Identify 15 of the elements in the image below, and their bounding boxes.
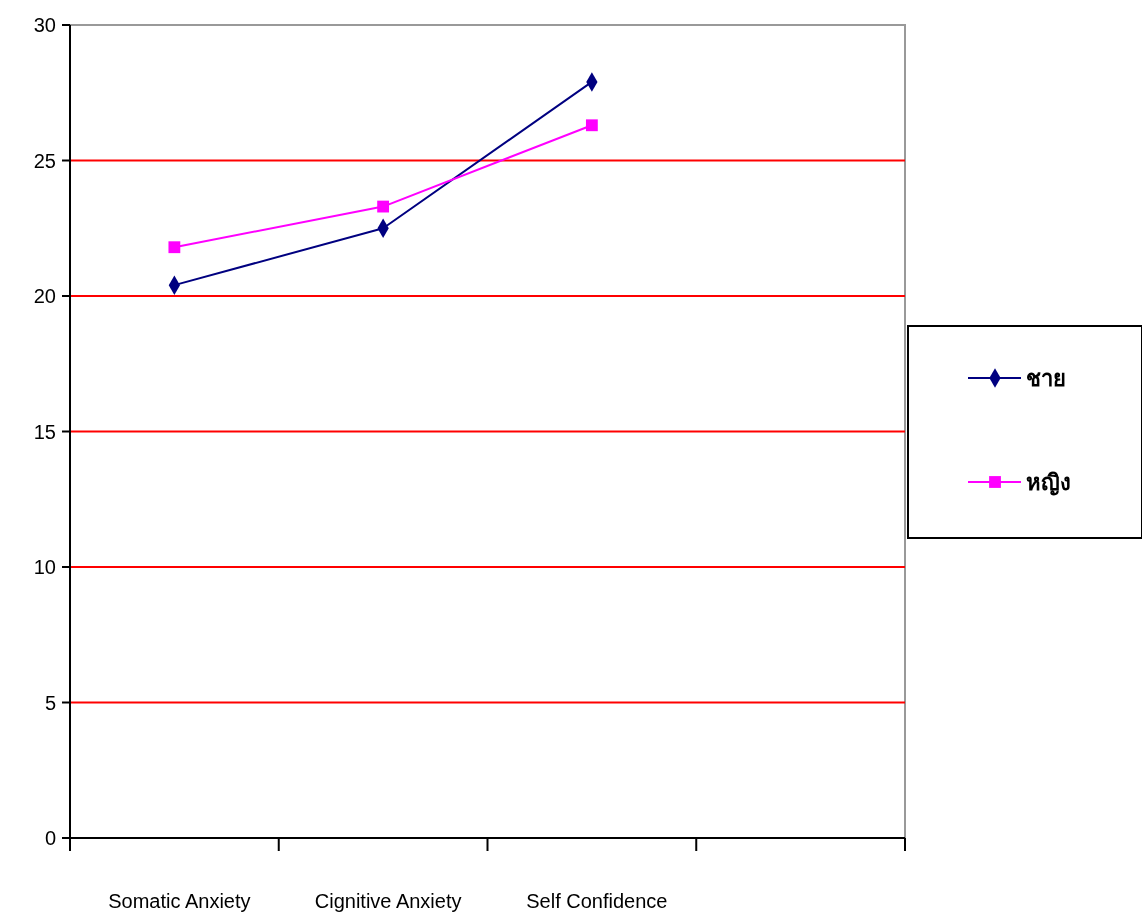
- x-tick-label: Somatic Anxiety: [108, 890, 251, 912]
- x-tick-label: Cignitive Anxiety: [314, 890, 462, 912]
- y-tick-label: 15: [33, 420, 56, 443]
- y-tick-label: 10: [33, 556, 56, 578]
- legend-label: หญิง: [1026, 469, 1071, 496]
- point: [585, 119, 598, 132]
- point: [377, 200, 390, 213]
- y-tick-label: 30: [33, 14, 56, 36]
- point: [168, 241, 181, 254]
- legend-label: ชาย: [1026, 365, 1066, 391]
- y-tick-label: 25: [33, 149, 56, 172]
- x-tick-label: Self Confidence: [526, 890, 668, 912]
- y-tick-label: 5: [44, 691, 56, 714]
- y-tick-label: 0: [44, 827, 56, 849]
- y-tick-label: 20: [33, 285, 56, 307]
